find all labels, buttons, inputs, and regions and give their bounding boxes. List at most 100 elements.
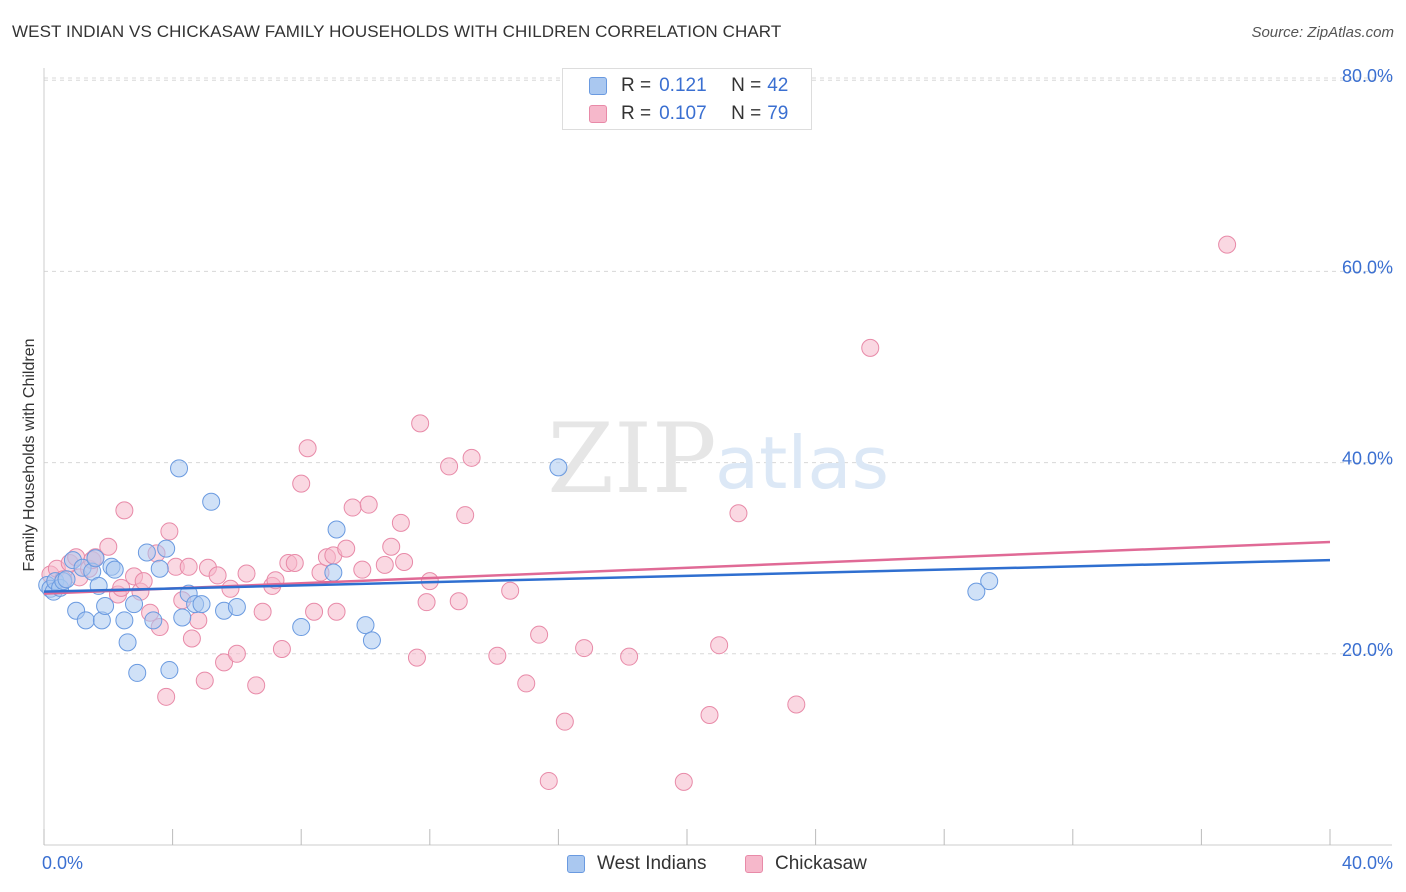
trend-lines xyxy=(43,540,1331,595)
chickasaw-point xyxy=(327,602,346,621)
west-indians-swatch xyxy=(567,855,585,873)
chickasaw-point xyxy=(391,513,410,532)
tick-labels: 20.0% 40.0% 60.0% 80.0% 0.0% 40.0% xyxy=(42,66,1393,873)
legend-r-label: R = xyxy=(621,103,652,124)
chickasaw-point xyxy=(253,602,272,621)
chickasaw-point xyxy=(298,439,317,458)
west-indians-point xyxy=(192,595,211,614)
legend-row-chickasaw: R = 0.107 N = 79 xyxy=(589,101,788,127)
chickasaw-point xyxy=(456,506,475,525)
west-indians-point xyxy=(125,595,144,614)
legend-n-value: 79 xyxy=(767,103,789,124)
chickasaw-point xyxy=(99,537,118,556)
west-indians-point xyxy=(362,631,381,650)
axes xyxy=(43,68,1392,846)
west-indians-point xyxy=(137,543,156,562)
chickasaw-point xyxy=(382,537,401,556)
west-indians-point xyxy=(170,459,189,478)
west-indians-points xyxy=(38,458,999,682)
west-indians-point xyxy=(150,559,169,578)
west-indians-point xyxy=(86,549,105,568)
watermark-zip: ZIP xyxy=(547,403,716,515)
chickasaw-point xyxy=(411,414,430,433)
chickasaw-point xyxy=(555,712,574,731)
chickasaw-point xyxy=(337,539,356,558)
chickasaw-point xyxy=(449,592,468,611)
chickasaw-point xyxy=(112,578,131,597)
west-indians-point xyxy=(57,570,76,589)
bottom-legend-label: Chickasaw xyxy=(775,853,867,874)
chickasaw-swatch xyxy=(589,105,607,123)
west-indians-point xyxy=(980,572,999,591)
west-indians-point xyxy=(292,618,311,637)
west-indians-point xyxy=(160,661,179,680)
chickasaw-point xyxy=(134,572,153,591)
chickasaw-point xyxy=(195,671,214,690)
legend-r-label: R = xyxy=(621,75,652,96)
bottom-legend-label: West Indians xyxy=(597,853,707,874)
west-indians-point xyxy=(327,520,346,539)
west-indians-point xyxy=(356,616,375,635)
chickasaw-point xyxy=(115,501,134,520)
west-indians-point xyxy=(157,539,176,558)
chickasaw-point xyxy=(620,647,639,666)
source-label: Source: ZipAtlas.com xyxy=(1251,24,1394,41)
chickasaw-point xyxy=(530,625,549,644)
watermark-atlas: atlas xyxy=(715,421,889,505)
bottom-legend-west-indians: West Indians xyxy=(567,852,706,876)
x-tick-label: 40.0% xyxy=(1342,853,1393,873)
chickasaw-point xyxy=(440,457,459,476)
chickasaw-point xyxy=(157,687,176,706)
legend-r-value: 0.107 xyxy=(659,103,707,124)
west-indians-trend-line xyxy=(43,558,1331,593)
chickasaw-point xyxy=(488,646,507,665)
west-indians-point xyxy=(549,458,568,477)
chickasaw-point xyxy=(1218,235,1237,254)
west-indians-point xyxy=(118,633,137,652)
legend-row-west-indians: R = 0.121 N = 42 xyxy=(589,73,788,99)
chickasaw-point xyxy=(861,338,880,357)
chickasaw-swatch xyxy=(745,855,763,873)
chickasaw-point xyxy=(359,495,378,514)
chickasaw-point xyxy=(189,611,208,630)
chickasaw-point xyxy=(221,579,240,598)
chickasaw-point xyxy=(462,448,481,467)
chickasaw-point xyxy=(517,674,536,693)
y-tick-label: 40.0% xyxy=(1342,449,1393,469)
west-indians-point xyxy=(144,611,163,630)
chickasaw-point xyxy=(375,555,394,574)
chickasaw-point xyxy=(353,560,372,579)
chickasaw-point xyxy=(179,557,198,576)
west-indians-point xyxy=(115,611,134,630)
west-indians-point xyxy=(96,597,115,615)
chickasaw-point xyxy=(729,504,748,523)
west-indians-point xyxy=(227,597,246,616)
chickasaw-point xyxy=(292,474,311,493)
chickasaw-point xyxy=(395,553,414,572)
chickasaw-point xyxy=(272,640,291,659)
chickasaw-point xyxy=(305,602,324,621)
west-indians-point xyxy=(76,611,95,630)
chickasaw-point xyxy=(208,566,227,585)
chickasaw-point xyxy=(343,498,362,517)
west-indians-point xyxy=(173,608,192,627)
legend-n-label: N = xyxy=(731,75,762,96)
chickasaw-point xyxy=(539,771,558,790)
x-tick-label: 0.0% xyxy=(42,853,83,873)
chickasaw-point xyxy=(674,772,693,791)
legend-n-label: N = xyxy=(731,103,762,124)
chart-title: WEST INDIAN VS CHICKASAW FAMILY HOUSEHOL… xyxy=(12,22,782,41)
chickasaw-point xyxy=(227,644,246,663)
chickasaw-point xyxy=(215,653,234,672)
legend-n-value: 42 xyxy=(767,75,789,96)
west-indians-point xyxy=(324,563,343,582)
watermark: ZIP atlas xyxy=(547,403,889,515)
correlation-legend: R = 0.121 N = 42 R = 0.107 N = 79 xyxy=(562,68,812,130)
west-indians-point xyxy=(967,582,986,601)
bottom-legend-chickasaw: Chickasaw xyxy=(745,852,867,876)
chickasaw-point xyxy=(417,593,436,612)
chickasaw-point xyxy=(160,522,179,541)
y-tick-label: 80.0% xyxy=(1342,66,1393,86)
y-tick-label: 60.0% xyxy=(1342,257,1393,277)
